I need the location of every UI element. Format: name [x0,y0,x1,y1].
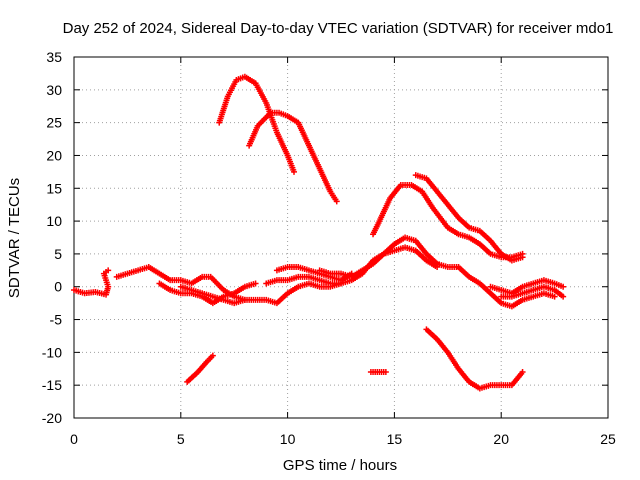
x-tick-label: 10 [280,431,296,447]
y-tick-label: 20 [46,147,62,163]
x-axis-label: GPS time / hours [283,457,397,474]
y-tick-label: -15 [42,377,62,393]
series-arc-mid-1 [273,264,355,284]
data-point [252,280,259,287]
y-tick-label: 25 [46,115,62,131]
data-point [519,254,526,261]
data-point [551,293,558,300]
y-tick-label: -20 [42,410,62,426]
y-tick-label: -5 [50,312,63,328]
y-tick-label: 5 [54,246,62,262]
data-point [105,267,112,274]
series-arc-late-3 [498,283,567,300]
series-arc-low-4 [177,283,248,307]
y-axis-label: SDTVAR / TECUs [6,178,23,298]
data-point [382,369,389,376]
data-point [560,293,567,300]
series-arc-mid-3 [316,234,462,280]
series-arc-neg-3 [367,369,389,376]
y-tick-label: 15 [46,180,62,196]
y-tick-label: 35 [46,49,62,65]
series-arc-neg-1 [423,326,526,392]
data-point [291,168,298,175]
x-tick-label: 25 [600,431,616,447]
y-tick-label: 30 [46,82,62,98]
series-arc-high-2 [246,109,340,205]
grid [74,57,608,418]
chart-title: Day 252 of 2024, Sidereal Day-to-day VTE… [63,20,614,37]
data-point [209,352,216,359]
series [71,73,567,392]
series-arc-rise-1 [370,181,526,261]
data-point [333,198,340,205]
data-point [519,369,526,376]
plot-frame [73,56,609,419]
data-point [560,283,567,290]
y-tick-label: 0 [54,279,62,295]
x-tick-label: 20 [493,431,509,447]
y-tick-label: -10 [42,344,62,360]
x-tick-label: 0 [70,431,78,447]
series-arc-neg-2 [184,352,216,385]
x-tick-label: 5 [177,431,185,447]
y-tick-label: 10 [46,213,62,229]
data-point [241,296,248,303]
x-tick-label: 15 [387,431,403,447]
series-arc-rise-2 [412,172,526,264]
ticks: 0 5 10 15 20 25 -20 -15 -10 -5 0 5 10 15 20 25 30 35 [42,49,616,447]
series-arc-low-1 [71,267,112,298]
series-arc-late-1 [455,264,558,310]
